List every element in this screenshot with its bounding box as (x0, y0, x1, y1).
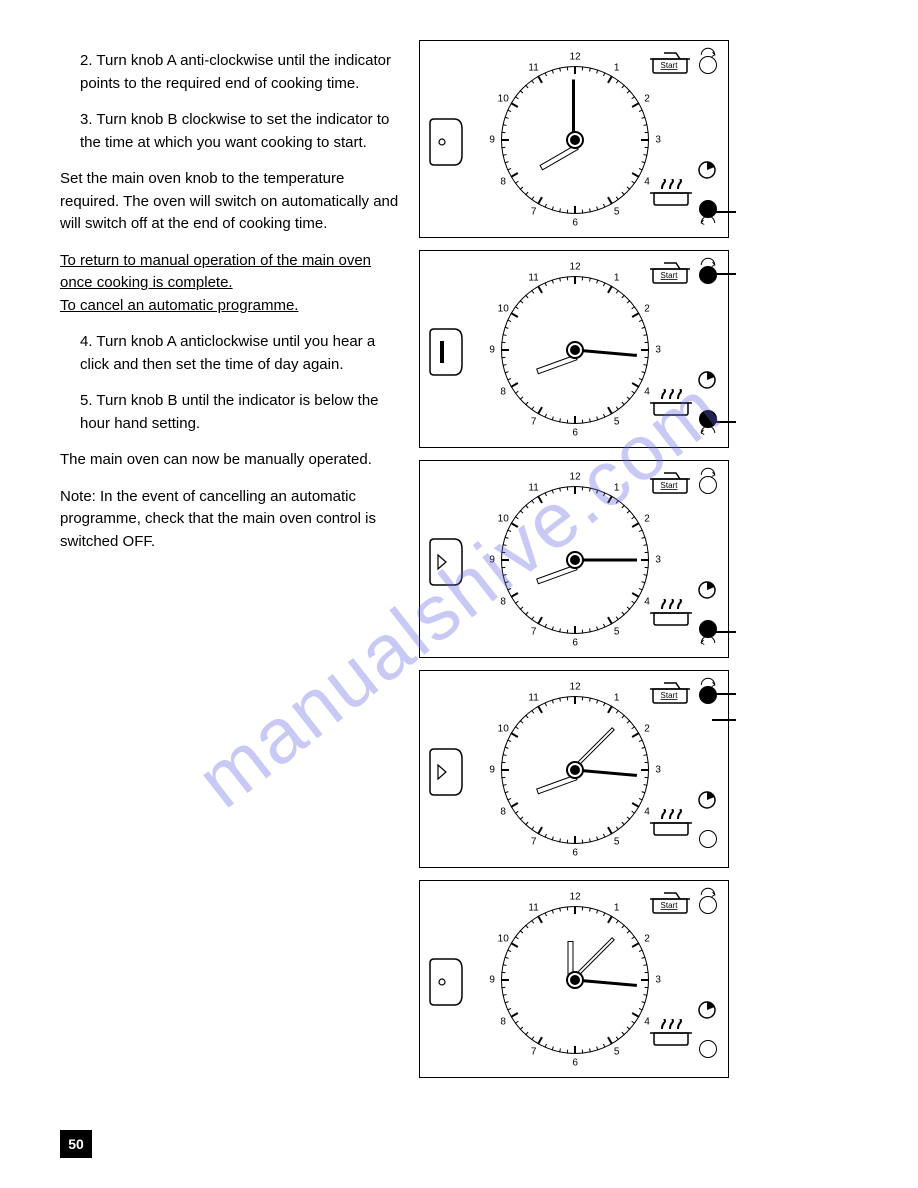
clock-panel-5: 121234567891011 Start (419, 880, 729, 1078)
bottom-knob (696, 829, 720, 853)
pie-icon (698, 1001, 716, 1019)
cook-pot-icon (650, 389, 692, 417)
top-knob (696, 685, 720, 705)
side-button (428, 747, 468, 797)
right-column: 121234567891011 Start 121234567891011 St… (419, 40, 858, 1148)
pie-icon (698, 161, 716, 179)
page-number: 50 (60, 1130, 92, 1158)
side-button (428, 327, 468, 377)
clock-panel-4: 121234567891011 Start (419, 670, 729, 868)
clock-panel-2: 121234567891011 Start (419, 250, 729, 448)
para-step3: 3. Turn knob B clockwise to set the indi… (60, 109, 399, 154)
cook-pot-icon (650, 1019, 692, 1047)
para-set-oven: Set the main oven knob to the temperatur… (60, 168, 399, 236)
underline-b: To cancel an automatic programme. (60, 297, 298, 314)
clock-panel-1: 121234567891011 Start (419, 40, 729, 238)
svg-text:Start: Start (661, 271, 679, 280)
svg-text:Start: Start (661, 481, 679, 490)
start-pot-icon: Start (650, 891, 690, 915)
cook-pot-icon (650, 809, 692, 837)
clock-panel-3: 121234567891011 Start (419, 460, 729, 658)
para-note: Note: In the event of cancelling an auto… (60, 486, 399, 554)
pie-icon (698, 791, 716, 809)
top-knob (696, 895, 720, 915)
top-knob (696, 475, 720, 495)
side-button (428, 957, 468, 1007)
side-button (428, 537, 468, 587)
svg-text:Start: Start (661, 61, 679, 70)
para-step2: 2. Turn knob A anti-clockwise until the … (60, 50, 399, 95)
para-manual-now: The main oven can now be manually operat… (60, 449, 399, 472)
underline-a: To return to manual operation of the mai… (60, 252, 371, 292)
cook-pot-icon (650, 599, 692, 627)
para-step5: 5. Turn knob B until the indicator is be… (60, 390, 399, 435)
para-manual-return: To return to manual operation of the mai… (60, 250, 399, 318)
start-pot-icon: Start (650, 51, 690, 75)
para-step4: 4. Turn knob A anticlockwise until you h… (60, 331, 399, 376)
left-column: 2. Turn knob A anti-clockwise until the … (60, 40, 419, 1148)
side-button (428, 117, 468, 167)
top-knob (696, 265, 720, 285)
bottom-knob (696, 1039, 720, 1063)
pie-icon (698, 371, 716, 389)
cook-pot-icon (650, 179, 692, 207)
page: 2. Turn knob A anti-clockwise until the … (0, 0, 918, 1188)
svg-text:Start: Start (661, 691, 679, 700)
pie-icon (698, 581, 716, 599)
start-pot-icon: Start (650, 261, 690, 285)
svg-text:Start: Start (661, 901, 679, 910)
start-pot-icon: Start (650, 681, 690, 705)
start-pot-icon: Start (650, 471, 690, 495)
top-knob (696, 55, 720, 75)
